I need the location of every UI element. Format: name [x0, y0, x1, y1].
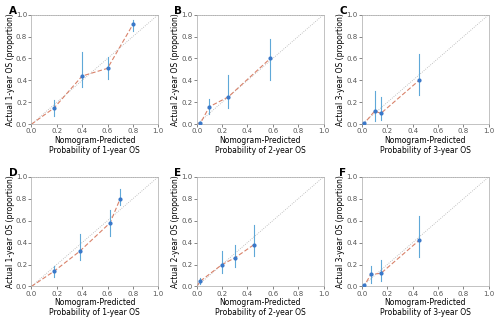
Text: B: B: [174, 6, 182, 16]
Text: C: C: [339, 6, 346, 16]
X-axis label: Nomogram-Predicted
Probability of 1-year OS: Nomogram-Predicted Probability of 1-year…: [50, 136, 140, 155]
Y-axis label: Actual 2-year OS (proportion): Actual 2-year OS (proportion): [171, 175, 180, 288]
Text: D: D: [8, 168, 17, 178]
Y-axis label: Actual 2-year OS (proportion): Actual 2-year OS (proportion): [171, 13, 180, 126]
Y-axis label: Actual 1-year OS (proportion): Actual 1-year OS (proportion): [6, 13, 15, 126]
Text: F: F: [339, 168, 346, 178]
Text: E: E: [174, 168, 181, 178]
X-axis label: Nomogram-Predicted
Probability of 3-year OS: Nomogram-Predicted Probability of 3-year…: [380, 136, 471, 155]
X-axis label: Nomogram-Predicted
Probability of 3-year OS: Nomogram-Predicted Probability of 3-year…: [380, 298, 471, 318]
Y-axis label: Actual 3-year OS (proportion): Actual 3-year OS (proportion): [336, 175, 345, 288]
X-axis label: Nomogram-Predicted
Probability of 1-year OS: Nomogram-Predicted Probability of 1-year…: [50, 298, 140, 318]
X-axis label: Nomogram-Predicted
Probability of 2-year OS: Nomogram-Predicted Probability of 2-year…: [214, 136, 306, 155]
Y-axis label: Actual 3-year OS (proportion): Actual 3-year OS (proportion): [336, 13, 345, 126]
X-axis label: Nomogram-Predicted
Probability of 2-year OS: Nomogram-Predicted Probability of 2-year…: [214, 298, 306, 318]
Y-axis label: Actual 1-year OS (proportion): Actual 1-year OS (proportion): [6, 175, 15, 288]
Text: A: A: [8, 6, 16, 16]
